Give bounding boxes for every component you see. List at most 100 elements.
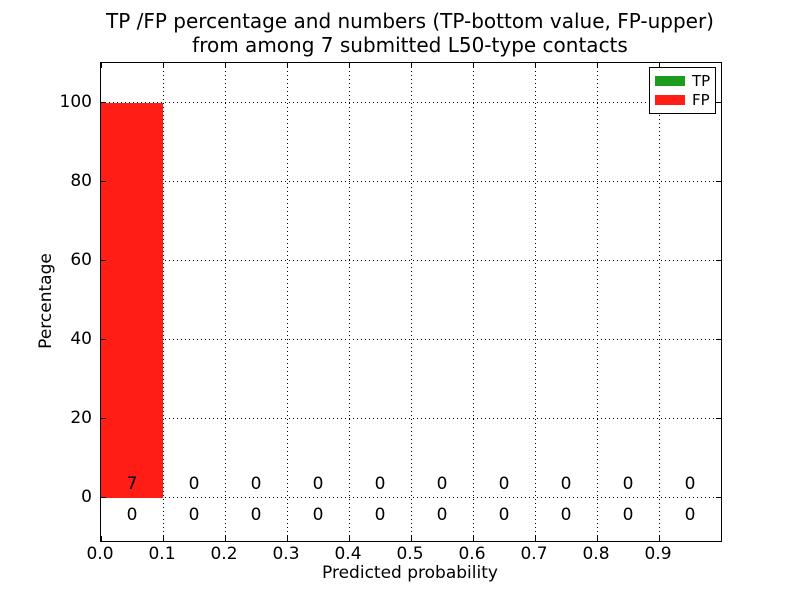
x-tick-mark-top bbox=[162, 63, 164, 68]
gridline-vertical bbox=[658, 63, 660, 541]
y-tick-mark bbox=[101, 339, 106, 341]
annotation-fp-count: 7 bbox=[126, 474, 138, 494]
annotation-tp-count: 0 bbox=[374, 505, 386, 525]
y-tick-label: 20 bbox=[70, 407, 92, 428]
x-tick-label: 0.1 bbox=[148, 544, 176, 564]
annotation-tp-count: 0 bbox=[622, 505, 634, 525]
y-tick-mark-right bbox=[716, 181, 721, 182]
bar-layer bbox=[101, 63, 721, 541]
x-tick-label: 0.5 bbox=[396, 544, 424, 564]
annotation-tp-count: 0 bbox=[188, 505, 200, 525]
gridline-horizontal bbox=[101, 339, 721, 341]
y-tick-mark bbox=[101, 497, 106, 499]
annotation-fp-count: 0 bbox=[684, 474, 696, 494]
x-tick-mark-top bbox=[101, 63, 102, 68]
gridline-horizontal bbox=[101, 418, 721, 420]
annotation-fp-count: 0 bbox=[560, 474, 572, 494]
x-tick-mark bbox=[224, 536, 226, 541]
x-axis-label: Predicted probability bbox=[322, 563, 498, 583]
x-tick-mark-top bbox=[658, 63, 660, 68]
x-tick-mark-top bbox=[224, 63, 226, 68]
x-tick-mark-top bbox=[286, 63, 288, 68]
x-tick-label: 0.8 bbox=[582, 544, 610, 564]
x-tick-mark bbox=[472, 536, 474, 541]
gridline-vertical bbox=[224, 63, 226, 541]
x-tick-label: 0.3 bbox=[272, 544, 300, 564]
grid-layer bbox=[101, 63, 721, 541]
chart-title: TP /FP percentage and numbers (TP-bottom… bbox=[100, 9, 720, 57]
x-tick-mark bbox=[162, 536, 164, 541]
gridline-horizontal bbox=[101, 497, 721, 499]
gridline-horizontal bbox=[101, 260, 721, 262]
x-tick-label: 0.9 bbox=[644, 544, 672, 564]
gridline-vertical bbox=[472, 63, 474, 541]
annotation-fp-count: 0 bbox=[374, 474, 386, 494]
y-tick-mark bbox=[101, 418, 106, 420]
x-tick-mark bbox=[410, 536, 412, 541]
chart-title-line-2: from among 7 submitted L50-type contacts bbox=[192, 33, 628, 57]
plot-area: 0 0 0 0 0 0 0 0 0 0 7 0 0 0 0 0 0 0 0 0 TP FP bbox=[100, 62, 722, 542]
gridline-vertical bbox=[410, 63, 412, 541]
annotation-fp-count: 0 bbox=[436, 474, 448, 494]
y-tick-mark-right bbox=[716, 497, 721, 499]
annotation-tp-count: 0 bbox=[498, 505, 510, 525]
annotation-tp-count: 0 bbox=[684, 505, 696, 525]
annotation-fp-count: 0 bbox=[622, 474, 634, 494]
annotation-fp-count: 0 bbox=[250, 474, 262, 494]
gridline-horizontal bbox=[101, 102, 721, 103]
y-tick-mark-right bbox=[716, 418, 721, 420]
x-tick-mark bbox=[534, 536, 536, 541]
annotation-tp-count: 0 bbox=[312, 505, 324, 525]
annotation-tp-count: 0 bbox=[560, 505, 572, 525]
legend-item-fp: FP bbox=[655, 92, 710, 108]
tick-marks-layer bbox=[101, 63, 721, 541]
annotation-tp-count: 0 bbox=[126, 505, 138, 525]
x-tick-mark bbox=[658, 536, 660, 541]
x-tick-mark bbox=[348, 536, 350, 541]
x-tick-label: 0.2 bbox=[210, 544, 238, 564]
annotation-tp-count: 0 bbox=[250, 505, 262, 525]
x-tick-mark bbox=[101, 536, 102, 541]
gridline-vertical bbox=[534, 63, 536, 541]
x-tick-label: 0.0 bbox=[86, 544, 114, 564]
x-tick-mark bbox=[286, 536, 288, 541]
y-tick-mark-right bbox=[716, 102, 721, 103]
annotation-fp-count: 0 bbox=[498, 474, 510, 494]
x-tick-mark-top bbox=[348, 63, 350, 68]
y-tick-label: 60 bbox=[70, 249, 92, 270]
y-tick-label: 0 bbox=[81, 486, 92, 507]
gridline-vertical bbox=[162, 63, 164, 541]
x-tick-label: 0.7 bbox=[520, 544, 548, 564]
x-tick-label: 0.6 bbox=[458, 544, 486, 564]
x-tick-mark-top bbox=[410, 63, 412, 68]
y-tick-label: 80 bbox=[70, 170, 92, 191]
y-tick-mark bbox=[101, 260, 106, 262]
annotation-layer: 0 0 0 0 0 0 0 0 0 0 7 0 0 0 0 0 0 0 0 0 bbox=[101, 63, 721, 541]
legend-swatch-fp bbox=[655, 95, 685, 106]
bar-fp bbox=[101, 102, 163, 498]
gridline-vertical bbox=[348, 63, 350, 541]
legend: TP FP bbox=[649, 67, 716, 114]
legend-label-fp: FP bbox=[692, 91, 710, 110]
x-tick-mark bbox=[596, 536, 598, 541]
x-tick-label: 0.4 bbox=[334, 544, 362, 564]
y-tick-mark-right bbox=[716, 260, 721, 262]
x-tick-mark-top bbox=[596, 63, 598, 68]
legend-label-tp: TP bbox=[692, 71, 711, 90]
annotation-tp-count: 0 bbox=[436, 505, 448, 525]
x-tick-mark-top bbox=[472, 63, 474, 68]
y-tick-label: 40 bbox=[70, 328, 92, 349]
annotation-fp-count: 0 bbox=[188, 474, 200, 494]
annotation-fp-count: 0 bbox=[312, 474, 324, 494]
legend-swatch-tp bbox=[655, 75, 685, 86]
gridline-vertical bbox=[286, 63, 288, 541]
chart-title-line-1: TP /FP percentage and numbers (TP-bottom… bbox=[106, 9, 714, 33]
y-tick-mark-right bbox=[716, 339, 721, 341]
y-tick-mark bbox=[101, 181, 106, 182]
gridline-horizontal bbox=[101, 181, 721, 182]
gridline-vertical bbox=[596, 63, 598, 541]
x-tick-mark-top bbox=[534, 63, 536, 68]
legend-item-tp: TP bbox=[655, 73, 710, 89]
y-tick-mark bbox=[101, 102, 106, 103]
